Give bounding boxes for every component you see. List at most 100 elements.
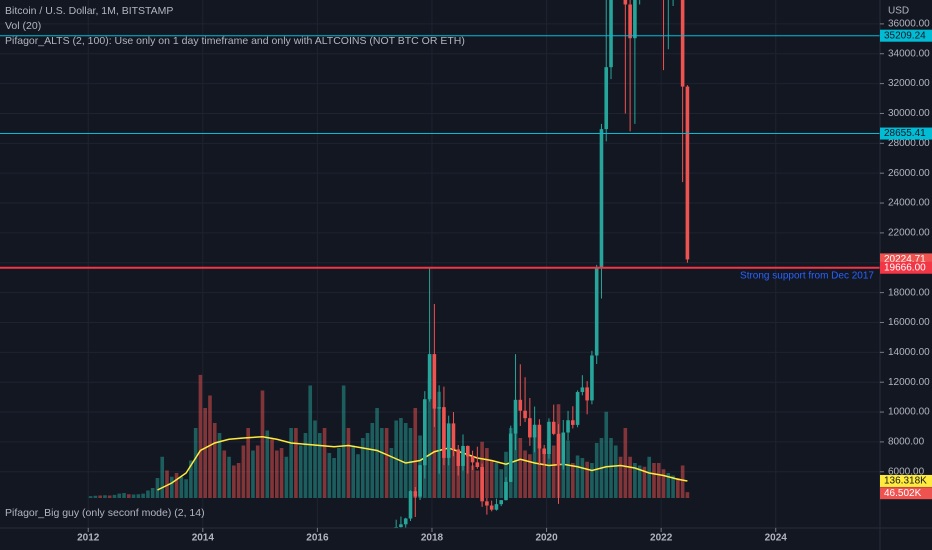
volume-bar <box>313 420 317 498</box>
candle-body <box>561 432 566 466</box>
volume-bar <box>504 451 508 498</box>
x-tick-label: 2018 <box>421 533 444 544</box>
volume-bar <box>203 408 207 498</box>
candle-body <box>423 399 427 466</box>
candle-body <box>480 466 484 502</box>
volume-bar <box>685 492 690 498</box>
legend-indicator: Vol (20) <box>5 20 41 32</box>
volume-bar <box>270 439 274 498</box>
volume-bar <box>671 475 675 498</box>
volume-bar <box>456 456 461 498</box>
y-tick-label: 10000.00 <box>888 407 930 418</box>
candle-body <box>518 399 523 411</box>
x-tick-label: 2020 <box>535 533 558 544</box>
volume-bar <box>609 438 613 498</box>
volume-bar <box>155 478 160 498</box>
candle-body <box>532 424 537 438</box>
volume-bar <box>232 465 236 498</box>
level-label: 35209.24 <box>884 30 926 41</box>
volume-bar <box>227 456 231 498</box>
volume-bar <box>446 445 451 498</box>
candle-body <box>403 518 408 525</box>
candle-body <box>537 424 542 449</box>
volume-bar <box>413 408 418 498</box>
volume-bar <box>284 456 289 498</box>
volume-bar <box>432 400 437 498</box>
candle-body <box>437 407 441 409</box>
candle-body <box>432 354 437 409</box>
x-tick-label: 2024 <box>765 533 788 544</box>
volume-bar <box>403 423 408 498</box>
x-tick-label: 2012 <box>77 533 100 544</box>
volume-bar <box>389 448 394 498</box>
candle-body <box>585 387 589 401</box>
candle-body <box>609 0 613 68</box>
candle-body <box>566 420 570 433</box>
volume-bar <box>613 445 618 498</box>
candle-body <box>470 456 475 463</box>
volume-bar <box>384 428 389 498</box>
candle-body <box>508 433 513 482</box>
candle-body <box>551 421 556 434</box>
volume-bar <box>236 463 241 498</box>
volume-bar <box>146 490 150 498</box>
volume-bar <box>246 428 250 498</box>
volume-bar <box>356 454 360 498</box>
y-tick-label: 24000.00 <box>888 198 930 209</box>
candle-body <box>475 462 480 467</box>
legend-indicator: Pifagor_ALTS (2, 100): Use only on 1 day… <box>5 35 465 47</box>
volume-bar <box>88 496 93 498</box>
volume-bar <box>131 494 136 498</box>
volume-bar <box>165 470 169 498</box>
volume-bar <box>427 378 432 498</box>
volume-bar <box>680 465 685 498</box>
volume-bar <box>241 445 246 498</box>
volume-bar <box>275 450 279 498</box>
volume-label: 46.502K <box>884 488 922 499</box>
volume-bar <box>98 495 102 498</box>
volume-bar <box>494 463 499 498</box>
volume-ma-label: 136.318K <box>884 476 927 487</box>
volume-bar <box>255 445 260 498</box>
volume-bar <box>580 458 585 498</box>
volume-bar <box>351 445 356 498</box>
volume-bar <box>485 448 489 498</box>
candle-body <box>451 423 456 450</box>
volume-bar <box>451 448 456 498</box>
volume-label-box <box>880 487 932 500</box>
volume-bar <box>547 439 551 498</box>
level-label-box <box>880 29 932 42</box>
candle-body <box>523 410 527 419</box>
volume-bar <box>537 445 542 498</box>
y-tick-label: 8000.00 <box>888 437 925 448</box>
candle-body <box>633 0 637 39</box>
y-tick-label: 22000.00 <box>888 228 930 239</box>
currency: USD <box>888 6 909 17</box>
level-label: 19666.00 <box>884 262 926 273</box>
volume-bar <box>623 428 628 498</box>
volume-bar <box>666 473 671 498</box>
candle-body <box>599 129 604 267</box>
y-tick-label: 34000.00 <box>888 48 930 59</box>
volume-bar <box>317 433 322 498</box>
candle-body <box>594 266 599 356</box>
y-tick-label: 32000.00 <box>888 78 930 89</box>
candle-body <box>465 445 470 457</box>
volume-bar <box>127 494 131 498</box>
volume-bar <box>637 465 642 498</box>
candle-body <box>489 505 494 510</box>
x-tick-label: 2014 <box>192 533 215 544</box>
candle-body <box>604 67 609 130</box>
volume-bar <box>332 458 336 498</box>
candle-body <box>427 354 432 400</box>
volume-bar <box>461 448 465 498</box>
volume-bar <box>518 438 523 498</box>
volume-bar <box>251 450 255 498</box>
volume-bar <box>103 495 107 498</box>
volume-bar <box>122 493 126 498</box>
axis-labels: 20224.71 35209.24 28655.41 19666.00 136.318K… <box>880 29 932 500</box>
volume-bar <box>279 448 284 498</box>
volume-bar <box>647 456 652 498</box>
volume-bar <box>184 479 188 498</box>
volume-bar <box>298 445 303 498</box>
